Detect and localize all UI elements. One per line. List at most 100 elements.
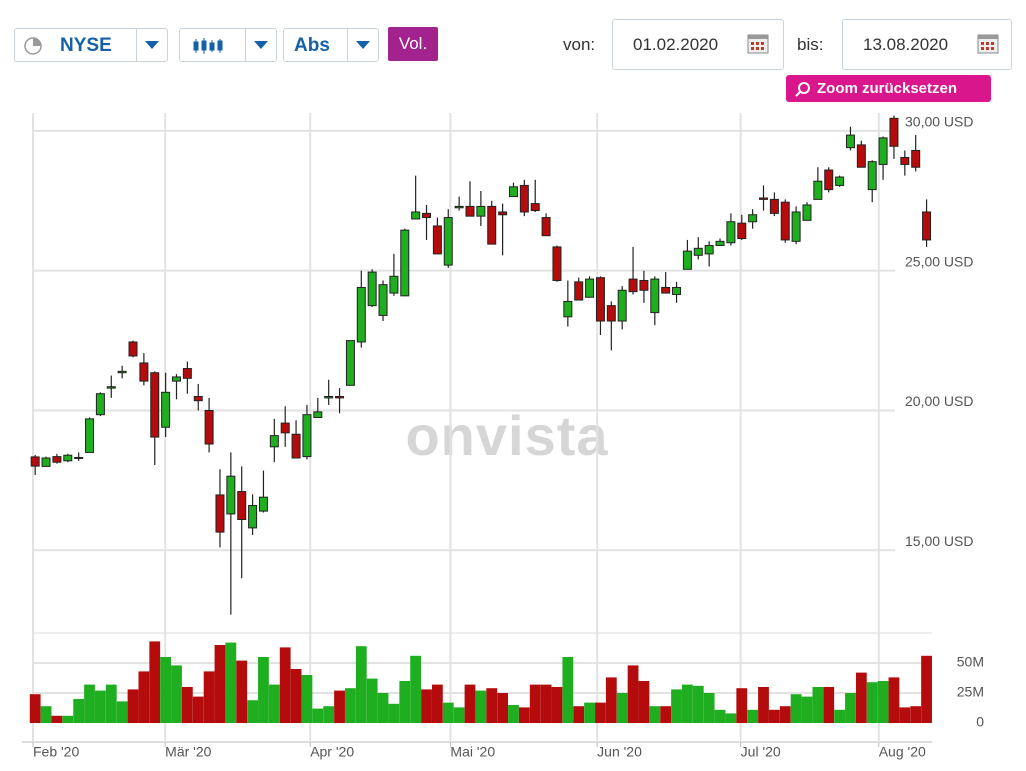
from-date: 01.02.2020 [633, 35, 719, 54]
volume-tick-label: 0 [976, 714, 984, 730]
candle-body [193, 396, 203, 402]
volume-bar [29, 694, 41, 723]
candle-body [171, 376, 181, 382]
exchange-select[interactable]: NYSE [14, 28, 168, 62]
volume-bar [649, 706, 661, 723]
volume-bar [464, 684, 476, 723]
to-input[interactable]: 13.08.2020 [842, 19, 1012, 70]
volume-bar [486, 688, 498, 723]
candle-body [748, 214, 758, 223]
volume-bar [62, 715, 74, 723]
volume-bar [171, 665, 182, 723]
candle-body [454, 205, 464, 209]
volume-bar [105, 684, 117, 723]
volume-bar [301, 675, 313, 723]
x-tick-label: Jun '20 [597, 744, 642, 760]
candle-body [845, 134, 855, 149]
candle-body [258, 496, 268, 512]
volume-bar [475, 690, 487, 723]
candle-body [106, 386, 116, 389]
candle-body [400, 229, 410, 297]
candle-body [41, 457, 51, 467]
calendar-icon [977, 34, 999, 54]
volume-bar [855, 672, 867, 723]
volume-bar [258, 657, 269, 723]
volume-bar [638, 681, 650, 723]
zoom-reset-label: Zoom zurücksetzen [817, 80, 958, 97]
candle-body [291, 433, 301, 459]
candle-body [215, 494, 225, 533]
volume-bar [442, 702, 454, 723]
candle-body [900, 156, 910, 165]
x-tick-label: Mai '20 [450, 744, 495, 760]
candle-body [302, 414, 312, 458]
volume-bar [51, 715, 63, 723]
candle-body [508, 186, 518, 198]
volume-bar [84, 684, 95, 723]
candle-body [117, 370, 127, 374]
x-tick-label: Mär '20 [165, 744, 211, 760]
volume-bar [345, 688, 356, 723]
volume-bar [40, 706, 52, 723]
from-input[interactable]: 01.02.2020 [612, 19, 784, 70]
volume-bar [888, 677, 900, 723]
to-date: 13.08.2020 [863, 35, 949, 54]
candle-body [650, 278, 660, 314]
volume-bar [279, 647, 291, 723]
candle-body [367, 271, 377, 307]
calendar-icon [747, 34, 769, 54]
volume-bar [268, 684, 280, 723]
candle-body [606, 305, 616, 322]
candle-body [465, 205, 475, 217]
x-tick-label: Aug '20 [879, 744, 926, 760]
volume-bar [518, 707, 530, 723]
volume-bar [595, 702, 606, 723]
candle-body [585, 278, 595, 298]
candle-body [769, 198, 779, 214]
candle-body [411, 211, 421, 220]
x-tick-label: Apr '20 [310, 744, 354, 760]
candle-body [150, 372, 160, 438]
volume-bar [605, 677, 617, 723]
candle-body [204, 409, 214, 445]
candle-body [661, 286, 671, 294]
from-label: von: [563, 35, 596, 54]
volume-bar [181, 687, 193, 723]
volume-bar [323, 706, 335, 723]
candle-body [737, 222, 747, 240]
candle-body [672, 286, 682, 295]
volume-bar [388, 703, 400, 723]
scale-select[interactable]: Abs [283, 28, 379, 62]
candle-body [487, 205, 497, 245]
y-tick-label: 15,00 USD [905, 533, 973, 549]
volume-bar [410, 655, 422, 723]
exchange: NYSE [60, 35, 112, 56]
zoom-icon [795, 82, 810, 97]
candle-body [595, 277, 605, 322]
pie-icon [24, 37, 42, 55]
candle-body [85, 418, 95, 453]
volume-toggle[interactable]: Vol. [388, 27, 438, 61]
volume-bar [160, 657, 172, 723]
volume-bar [236, 660, 248, 723]
chart-type-select[interactable] [179, 28, 277, 62]
candle-body [63, 454, 73, 462]
candle-body [74, 456, 84, 459]
y-tick-label: 30,00 USD [905, 114, 973, 130]
candle-body [161, 391, 171, 428]
volume-bar [573, 706, 585, 723]
volume-bar [921, 655, 932, 723]
candle-body [324, 396, 334, 399]
volume-bar [725, 713, 737, 723]
volume-bar [834, 709, 845, 723]
volume-bar [497, 693, 509, 723]
volume-bar [529, 684, 541, 723]
volume-bar [877, 681, 889, 723]
candle-body [519, 184, 529, 213]
volume-bar [801, 696, 813, 723]
zoom-reset-button[interactable]: Zoom zurücksetzen [786, 75, 991, 102]
dropdown-arrow [347, 29, 378, 61]
candle-body [269, 435, 279, 448]
volume-bar [714, 709, 726, 723]
